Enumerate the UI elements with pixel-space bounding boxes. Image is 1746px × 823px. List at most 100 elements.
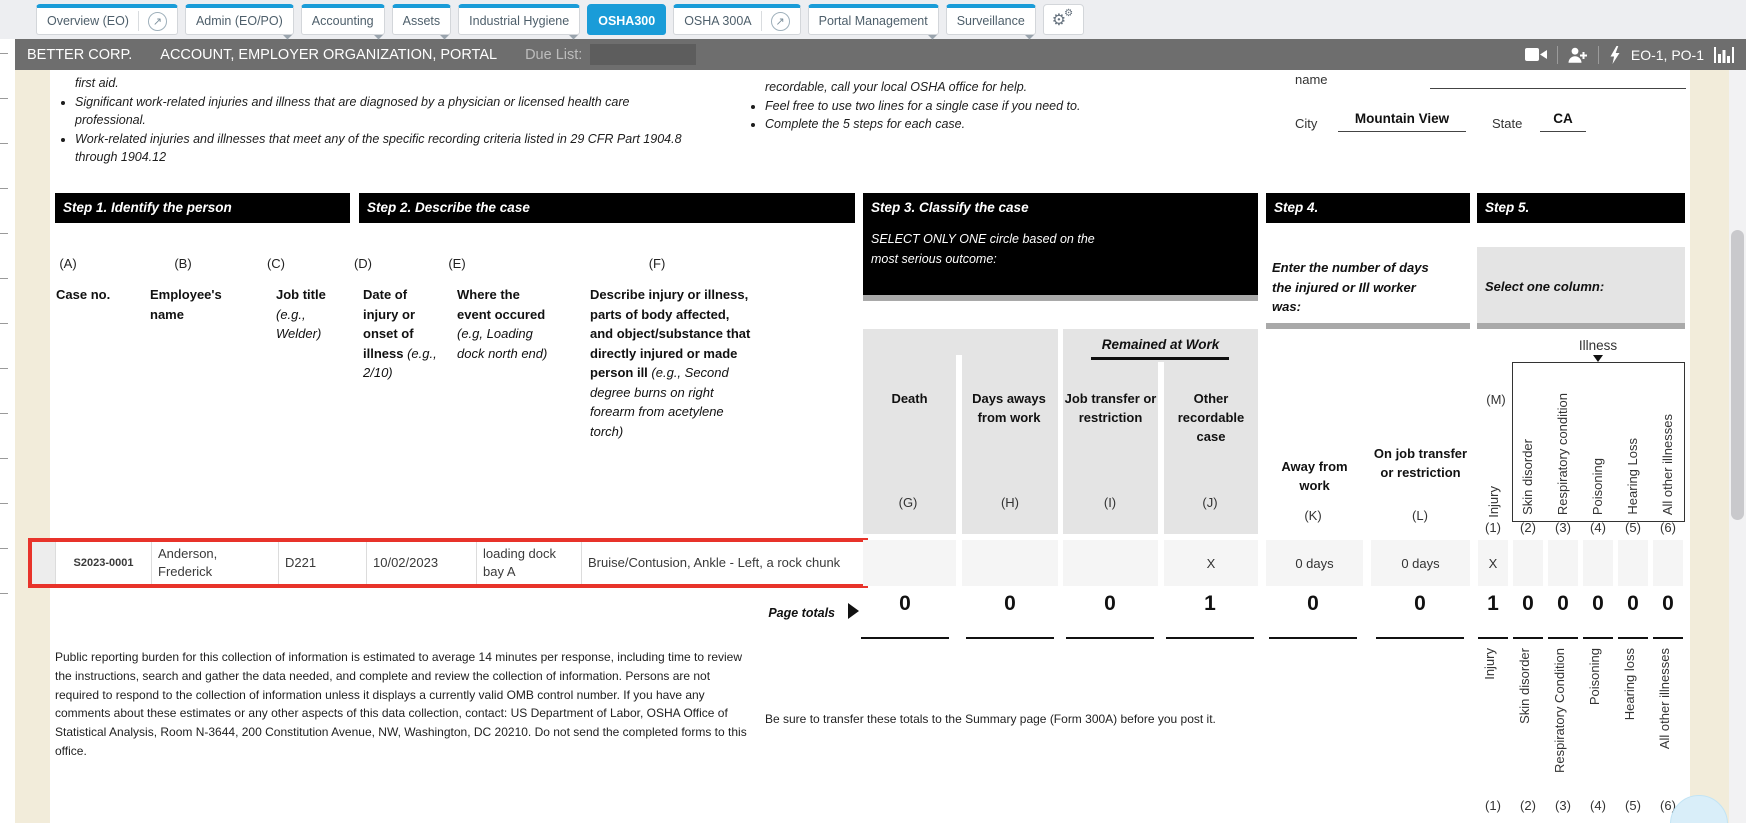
footer-hearing-loss-label: Hearing loss — [1622, 648, 1637, 721]
step5-underbar — [1477, 323, 1685, 329]
entity-badge: EO-1, PO-1 — [1630, 46, 1704, 63]
tab-label: OSHA300 — [598, 14, 656, 28]
due-list-box[interactable] — [590, 44, 697, 65]
other-recordable-cell[interactable]: X — [1164, 540, 1258, 586]
add-person-icon[interactable] — [1568, 47, 1588, 63]
col-b-letter: (B) — [174, 256, 192, 271]
bar-chart-icon[interactable] — [1714, 46, 1734, 63]
other-recordable-column-title: Other recordable case — [1177, 391, 1245, 444]
total-hearing: 0 — [1627, 592, 1639, 615]
total-skin: 0 — [1522, 592, 1534, 615]
footer-skin-disorder-label: Skin disorder — [1517, 648, 1532, 724]
days-away-cell[interactable] — [962, 540, 1058, 586]
instruction-continuation: recordable, call your local OSHA office … — [765, 80, 1028, 94]
col-i-letter: (I) — [1103, 495, 1117, 510]
step3-header: Step 3. Classify the case SELECT ONLY ON… — [863, 193, 1258, 295]
city-field-underline — [1338, 131, 1466, 132]
hearing-check-cell[interactable] — [1618, 540, 1648, 586]
tab-overview-eo[interactable]: Overview (EO) ↗ — [36, 4, 178, 35]
death-cell[interactable] — [863, 540, 956, 586]
case-number-cell[interactable]: S2023-0001 — [56, 542, 152, 584]
step3-title: Step 3. Classify the case — [871, 200, 1029, 215]
tab-accounting[interactable]: Accounting — [300, 4, 385, 35]
skin-check-cell[interactable] — [1513, 540, 1543, 586]
job-transfer-column-title: Job transfer or restriction — [1064, 391, 1157, 425]
instruction-continuation: first aid. — [75, 76, 119, 90]
col-6-number: (6) — [1660, 520, 1676, 535]
tab-label: Industrial Hygiene — [469, 14, 570, 28]
state-value[interactable]: CA — [1553, 111, 1573, 126]
job-title-cell[interactable]: D221 — [279, 542, 367, 584]
illness-group-header: Illness — [1578, 338, 1618, 353]
total-respiratory: 0 — [1557, 592, 1569, 615]
step4-underbar — [1266, 323, 1470, 329]
col-c-example: (e.g., Welder) — [276, 306, 322, 342]
col-5-number: (5) — [1625, 520, 1641, 535]
col-e-letter: (E) — [448, 256, 466, 271]
injury-description-cell[interactable]: Bruise/Contusion, Ankle - Left, a rock c… — [588, 555, 841, 571]
injury-check-cell[interactable]: X — [1478, 540, 1508, 586]
col-3-number: (3) — [1555, 520, 1571, 535]
total-underline — [966, 637, 1054, 639]
job-transfer-cell[interactable] — [1063, 540, 1158, 586]
establishment-name-label: name — [1295, 72, 1328, 87]
case-row[interactable]: S2023-0001 Anderson, Frederick D221 10/0… — [28, 538, 868, 588]
page-totals-label: Page totals — [768, 606, 835, 620]
total-poisoning: 0 — [1592, 592, 1604, 615]
col-c-title: Job title (e.g., Welder) — [276, 287, 326, 342]
instructions-middle: recordable, call your local OSHA office … — [748, 78, 1178, 134]
total-underline — [1513, 637, 1543, 639]
step4-header: Step 4. — [1266, 193, 1470, 223]
all-other-check-cell[interactable] — [1653, 540, 1683, 586]
tab-settings-button[interactable]: ⚙ ⚙ — [1042, 4, 1085, 35]
tab-surveillance[interactable]: Surveillance — [945, 4, 1036, 35]
left-margin — [15, 70, 50, 823]
respiratory-check-cell[interactable] — [1548, 540, 1578, 586]
total-underline — [1478, 637, 1508, 639]
tab-osha-300a[interactable]: OSHA 300A ↗ — [673, 4, 801, 35]
employee-name-cell[interactable]: Anderson, Frederick — [152, 542, 279, 584]
footer-col-5-number: (5) — [1625, 798, 1641, 813]
col-c-letter: (C) — [266, 256, 286, 271]
total-underline — [1583, 637, 1613, 639]
scrollbar-thumb[interactable] — [1731, 230, 1744, 520]
external-link-icon[interactable]: ↗ — [770, 11, 790, 31]
city-value[interactable]: Mountain View — [1354, 111, 1450, 126]
tab-admin-eo-po[interactable]: Admin (EO/PO) — [184, 4, 294, 35]
total-away-days: 0 — [1307, 592, 1319, 615]
event-location-cell[interactable]: loading dock bay A — [477, 542, 582, 584]
col-1-number: (1) — [1485, 520, 1501, 535]
transfer-totals-note: Be sure to transfer these totals to the … — [765, 712, 1216, 726]
state-field-underline — [1540, 131, 1586, 132]
instruction-bullet: Significant work-related injuries and il… — [75, 93, 690, 130]
step3-underbar — [863, 295, 1258, 301]
hearing-loss-column-label: Hearing Loss — [1625, 438, 1640, 515]
total-underline — [1166, 637, 1254, 639]
lightning-icon[interactable] — [1609, 45, 1621, 64]
left-ruler — [0, 39, 15, 823]
on-job-transfer-title: On job transfer or restriction — [1373, 446, 1468, 480]
video-camera-icon[interactable] — [1524, 47, 1547, 62]
away-days-cell[interactable]: 0 days — [1266, 540, 1363, 586]
due-list-label: Due List: — [525, 46, 583, 63]
tab-industrial-hygiene[interactable]: Industrial Hygiene — [458, 4, 581, 35]
external-link-icon[interactable]: ↗ — [147, 11, 167, 31]
col-g-letter: (G) — [898, 495, 918, 510]
col-e-title: Where the event occured (e.g, Loading do… — [457, 287, 548, 361]
row-select-cell[interactable] — [32, 542, 56, 584]
injury-date-cell[interactable]: 10/02/2023 — [367, 542, 477, 584]
col-j-letter: (J) — [1202, 495, 1218, 510]
poisoning-check-cell[interactable] — [1583, 540, 1613, 586]
step5-note: Select one column: — [1485, 279, 1605, 294]
col-l-letter: (L) — [1412, 508, 1428, 523]
establishment-name-field[interactable] — [1430, 88, 1686, 89]
col-k-letter: (K) — [1304, 508, 1322, 523]
tab-osha300-active[interactable]: OSHA300 — [587, 4, 667, 35]
tab-assets[interactable]: Assets — [391, 4, 452, 35]
col-d-letter: (D) — [353, 256, 373, 271]
on-job-days-cell[interactable]: 0 days — [1371, 540, 1470, 586]
col-2-number: (2) — [1520, 520, 1536, 535]
state-label: State — [1492, 116, 1523, 131]
tab-portal-management[interactable]: Portal Management — [807, 4, 939, 35]
